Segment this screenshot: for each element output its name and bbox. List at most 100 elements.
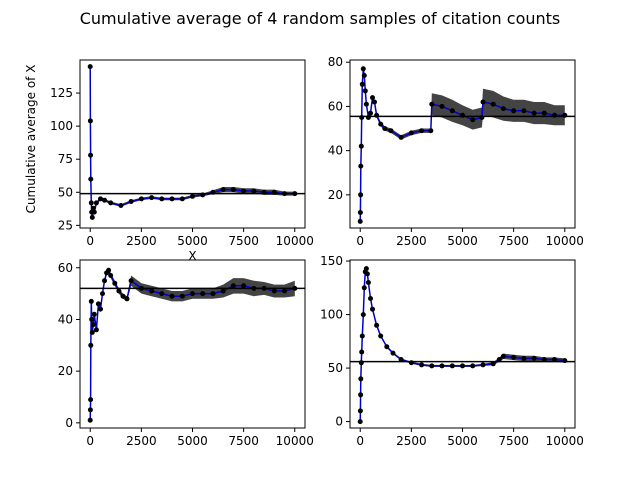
data-point	[89, 214, 95, 220]
data-point	[241, 188, 247, 194]
data-point	[98, 196, 103, 202]
data-point	[190, 291, 195, 297]
plot-area	[350, 265, 575, 425]
x-tick-label: 10000	[276, 434, 314, 448]
data-point	[361, 73, 367, 78]
data-point	[384, 344, 390, 350]
data-point	[124, 296, 130, 302]
y-tick-label: 20	[58, 364, 73, 378]
y-tick-label: 0	[65, 416, 73, 430]
data-point	[358, 376, 364, 382]
data-point	[93, 200, 99, 206]
subplot-grid: 0 2500 5000 7500 10000255075100125Cumulative…	[24, 55, 584, 448]
data-point	[357, 408, 363, 414]
y-tick-label: 20	[328, 188, 343, 202]
data-point	[87, 64, 93, 70]
data-point	[511, 108, 517, 114]
data-point	[358, 143, 364, 149]
x-tick-label: 0	[356, 234, 364, 248]
data-point	[390, 350, 396, 356]
data-point	[159, 196, 165, 202]
data-point	[511, 354, 517, 360]
data-point	[88, 397, 94, 403]
data-point	[531, 355, 537, 361]
data-point	[398, 357, 404, 362]
data-point	[88, 342, 94, 348]
x-tick-label: 7500	[228, 434, 259, 448]
x-tick-label: 7500	[498, 434, 529, 448]
data-point	[398, 134, 404, 140]
data-point	[116, 288, 122, 294]
data-point	[408, 130, 414, 136]
data-point	[480, 362, 486, 368]
data-point	[220, 187, 226, 193]
y-tick-label: 60	[328, 99, 343, 113]
data-point	[490, 101, 496, 107]
data-point	[169, 196, 175, 202]
data-point	[90, 205, 96, 211]
x-tick-label: 2500	[396, 434, 427, 448]
data-point	[358, 163, 364, 169]
x-axis-label: X	[188, 249, 196, 263]
data-point	[108, 273, 114, 278]
data-point	[359, 349, 365, 355]
data-point	[271, 288, 277, 294]
data-point	[541, 110, 547, 116]
data-point	[200, 291, 206, 297]
data-point	[112, 280, 118, 286]
data-point	[93, 327, 99, 333]
x-tick-label: 5000	[447, 434, 478, 448]
subplot-bottom-right: 0 2500 5000 7500 10000 0 50 100 150	[320, 254, 584, 448]
data-point	[98, 306, 103, 312]
x-tick-label: 10000	[546, 434, 584, 448]
y-tick-label: 0	[335, 415, 343, 429]
data-point	[128, 199, 134, 204]
data-point	[382, 126, 388, 131]
data-point	[361, 285, 367, 291]
data-point	[521, 108, 527, 114]
y-tick-label: 125	[50, 86, 73, 100]
data-point	[220, 288, 226, 294]
data-point	[358, 392, 364, 398]
data-point	[388, 128, 394, 134]
subplot-bottom-left: 0 2500 5000 7500 10000 0 20 40 60	[58, 259, 314, 448]
data-point	[480, 99, 486, 105]
data-point	[357, 210, 363, 215]
x-tick-label: 0	[86, 434, 94, 448]
data-point	[87, 417, 93, 423]
data-point	[521, 355, 527, 361]
data-point	[282, 288, 287, 294]
x-tick-label: 5000	[177, 234, 208, 248]
data-point	[363, 266, 369, 272]
data-point	[87, 407, 93, 413]
data-point	[496, 357, 502, 362]
data-point	[374, 322, 380, 328]
data-point	[419, 128, 425, 134]
data-point	[360, 66, 366, 72]
x-tick-label: 2500	[126, 234, 157, 248]
data-point	[439, 103, 445, 109]
data-point	[102, 197, 107, 203]
plot-area	[80, 64, 305, 220]
data-point	[490, 361, 496, 367]
data-point	[363, 101, 369, 107]
plot-area	[80, 267, 305, 423]
data-point	[362, 88, 368, 94]
y-tick-label: 100	[320, 308, 343, 322]
x-tick-label: 10000	[276, 234, 314, 248]
data-point	[439, 363, 445, 369]
data-point	[357, 419, 363, 425]
x-tick-label: 0	[86, 234, 94, 248]
data-point	[88, 152, 94, 158]
data-point	[118, 203, 124, 208]
data-point	[370, 306, 375, 312]
data-point	[230, 187, 236, 193]
data-point	[360, 312, 366, 318]
error-band	[90, 267, 295, 421]
data-point	[88, 176, 94, 182]
y-axis-label: Cumulative average of X	[24, 65, 38, 214]
data-point	[106, 267, 112, 273]
y-tick-label: 40	[58, 312, 73, 326]
data-point	[87, 118, 93, 124]
data-point	[429, 363, 435, 369]
